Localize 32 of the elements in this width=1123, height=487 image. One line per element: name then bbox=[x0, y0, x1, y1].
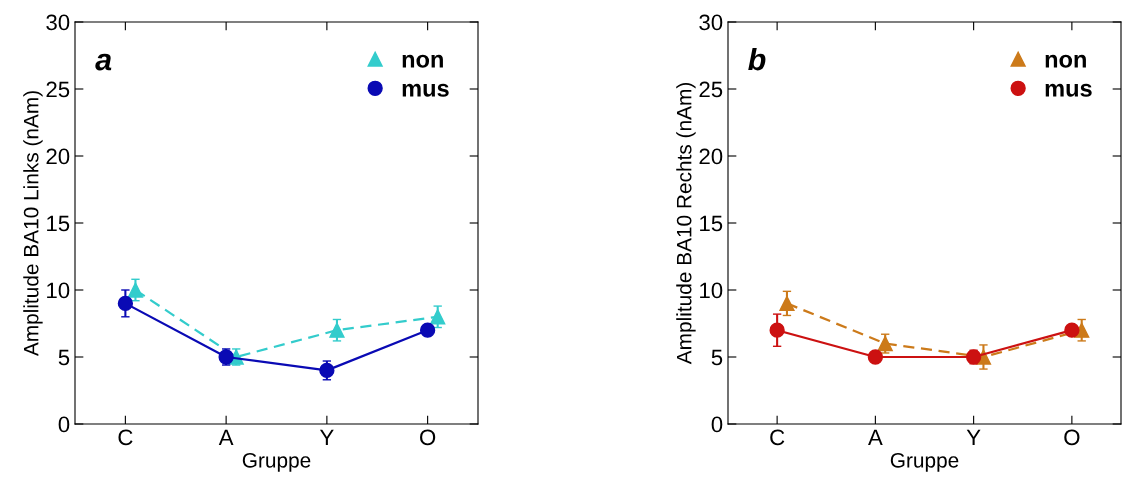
y-tick-label: 0 bbox=[711, 416, 723, 433]
legend-label: mus bbox=[1045, 83, 1092, 97]
annotation: b bbox=[748, 47, 766, 71]
x-tick-label: C bbox=[770, 429, 785, 446]
y-tick-label: 5 bbox=[711, 349, 723, 366]
x-tick-label: A bbox=[868, 429, 883, 445]
annotation: a bbox=[95, 53, 112, 71]
y-tick-label: 15 bbox=[47, 215, 70, 232]
y-tick-label: 25 bbox=[699, 81, 723, 98]
y-tick-label: 30 bbox=[699, 14, 723, 31]
x-tick-label: A bbox=[218, 429, 234, 445]
x-axis-title: Gruppe bbox=[890, 452, 959, 472]
y-tick-label: 10 bbox=[700, 282, 723, 299]
y-tick-label: 20 bbox=[699, 148, 723, 165]
y-tick-label: 25 bbox=[46, 81, 70, 98]
y-tick-label: 10 bbox=[47, 282, 70, 299]
x-tick-label: Y bbox=[966, 429, 981, 445]
legend-label: mus bbox=[402, 83, 449, 97]
y-axis-title: Amplitude BA10 Links (nAm) bbox=[23, 91, 43, 357]
x-axis-title: Gruppe bbox=[242, 452, 311, 472]
legend-label: non bbox=[402, 54, 443, 68]
x-tick-label: O bbox=[420, 429, 436, 446]
x-tick-label: C bbox=[118, 429, 133, 446]
legend-label: non bbox=[1045, 54, 1086, 68]
y-tick-label: 15 bbox=[700, 215, 723, 232]
y-axis-title: Amplitude BA10 Rechts (nAm) bbox=[676, 83, 696, 365]
x-tick-label: Y bbox=[319, 429, 334, 445]
y-tick-label: 20 bbox=[46, 148, 70, 165]
y-tick-label: 30 bbox=[46, 14, 70, 31]
y-tick-label: 0 bbox=[58, 416, 70, 433]
x-tick-label: O bbox=[1064, 429, 1080, 446]
y-tick-label: 5 bbox=[58, 349, 70, 366]
